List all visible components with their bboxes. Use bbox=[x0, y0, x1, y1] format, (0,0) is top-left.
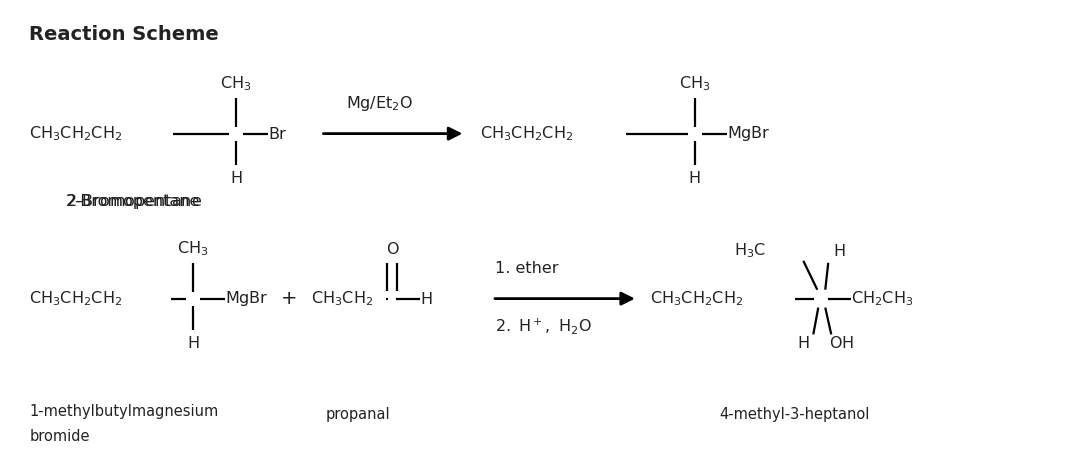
Text: $\mathregular{H}$: $\mathregular{H}$ bbox=[421, 291, 432, 307]
Text: bromide: bromide bbox=[29, 429, 90, 444]
Text: +: + bbox=[280, 289, 297, 308]
Text: 1. ether: 1. ether bbox=[495, 261, 559, 276]
Text: $\mathregular{CH_3CH_2CH_2}$: $\mathregular{CH_3CH_2CH_2}$ bbox=[29, 124, 122, 143]
Text: $\mathregular{H}$: $\mathregular{H}$ bbox=[187, 335, 199, 351]
Text: $\mathregular{Mg/Et_2O}$: $\mathregular{Mg/Et_2O}$ bbox=[346, 94, 413, 114]
Text: $\mathregular{CH_3CH_2CH_2}$: $\mathregular{CH_3CH_2CH_2}$ bbox=[650, 289, 743, 308]
Text: $\mathregular{H}$: $\mathregular{H}$ bbox=[229, 171, 242, 187]
Text: 1-methylbutylmagnesium: 1-methylbutylmagnesium bbox=[29, 405, 218, 420]
Text: $\mathregular{O}$: $\mathregular{O}$ bbox=[386, 241, 399, 257]
Text: $\mathregular{H}$: $\mathregular{H}$ bbox=[833, 243, 845, 259]
Text: Reaction Scheme: Reaction Scheme bbox=[29, 24, 219, 44]
Text: $\mathregular{CH_3}$: $\mathregular{CH_3}$ bbox=[679, 74, 710, 93]
Text: $\mathregular{2.\ H^+,\ H_2O}$: $\mathregular{2.\ H^+,\ H_2O}$ bbox=[495, 317, 592, 336]
Text: $\mathregular{CH_3}$: $\mathregular{CH_3}$ bbox=[177, 240, 209, 258]
Text: $\mathregular{MgBr}$: $\mathregular{MgBr}$ bbox=[726, 124, 770, 143]
Text: $\mathregular{CH_3}$: $\mathregular{CH_3}$ bbox=[221, 74, 252, 93]
Text: $\mathregular{H_3C}$: $\mathregular{H_3C}$ bbox=[734, 242, 766, 260]
Text: $\mathregular{OH}$: $\mathregular{OH}$ bbox=[829, 335, 854, 351]
Text: $\mathregular{CH_3CH_2}$: $\mathregular{CH_3CH_2}$ bbox=[310, 289, 373, 308]
Text: $\mathregular{CH_3CH_2CH_2}$: $\mathregular{CH_3CH_2CH_2}$ bbox=[480, 124, 573, 143]
Text: $\mathregular{Br}$: $\mathregular{Br}$ bbox=[268, 126, 288, 142]
Text: 2-Bromopentane: 2-Bromopentane bbox=[66, 194, 201, 209]
Text: $\mathregular{CH_2CH_3}$: $\mathregular{CH_2CH_3}$ bbox=[851, 289, 913, 308]
Text: $\mathregular{H}$: $\mathregular{H}$ bbox=[689, 171, 700, 187]
Text: $\mathregular{H}$: $\mathregular{H}$ bbox=[797, 335, 810, 351]
Text: propanal: propanal bbox=[325, 407, 390, 422]
Text: $\mathregular{MgBr}$: $\mathregular{MgBr}$ bbox=[225, 289, 268, 308]
Text: $\mathregular{CH_3CH_2CH_2}$: $\mathregular{CH_3CH_2CH_2}$ bbox=[29, 289, 122, 308]
Text: $\mathregular{2\text{-}Bromopentane}$: $\mathregular{2\text{-}Bromopentane}$ bbox=[66, 192, 202, 211]
Text: 4-methyl-3-heptanol: 4-methyl-3-heptanol bbox=[720, 407, 870, 422]
